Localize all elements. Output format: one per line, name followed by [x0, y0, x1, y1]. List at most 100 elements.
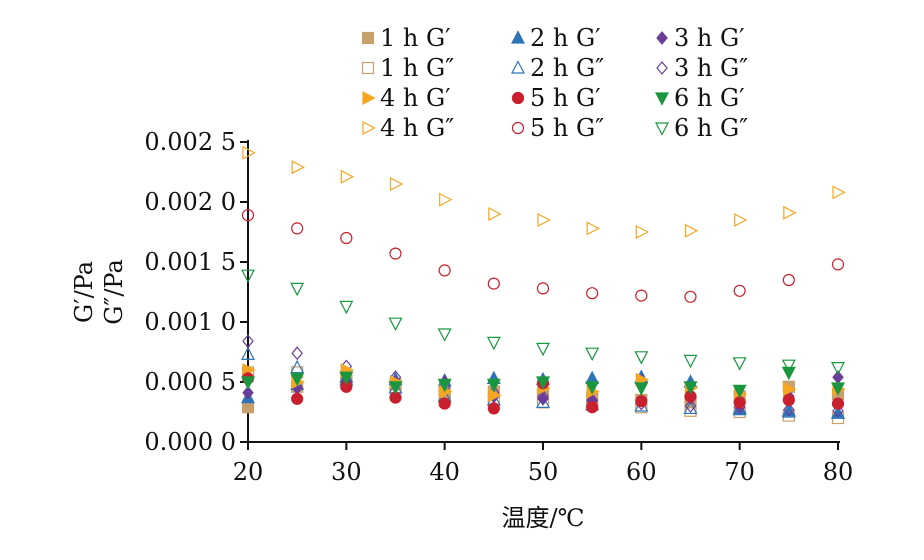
legend-label: 6 h G″ [674, 114, 748, 142]
x-tick-label: 60 [626, 458, 657, 486]
legend-marker [511, 121, 525, 135]
data-point [487, 277, 500, 290]
legend-label: 4 h G″ [380, 114, 454, 142]
data-point [536, 342, 550, 357]
legend-marker [655, 122, 669, 136]
y-axis-title-gdoubleprime: G″/Pa [100, 259, 128, 325]
data-point [438, 264, 451, 277]
y-tick-label: 0.000 5 [144, 368, 236, 396]
legend-item: 4 h G″ [362, 114, 454, 142]
y-axis-title: G′/Pa G″/Pa [70, 259, 128, 325]
y-tick-label: 0.001 0 [144, 308, 236, 336]
data-point [536, 376, 550, 390]
legend-item: 1 h G′ [361, 24, 451, 52]
data-point [242, 385, 254, 400]
data-point [241, 376, 255, 390]
legend-item: 1 h G″ [361, 54, 454, 82]
legend-label: 1 h G′ [380, 24, 451, 52]
data-point [782, 393, 795, 407]
y-tick-label: 0.001 5 [144, 248, 236, 276]
legend-marker [511, 60, 525, 74]
x-axis-title: 温度/℃ [502, 504, 585, 532]
data-point [783, 205, 797, 220]
data-point [831, 362, 845, 376]
data-point [291, 222, 304, 235]
legend-item: 6 h G′ [655, 84, 745, 112]
data-point [831, 397, 845, 410]
data-point [290, 359, 305, 374]
data-point [241, 401, 255, 414]
data-point [684, 223, 699, 238]
data-point [585, 347, 600, 361]
data-point [781, 366, 796, 381]
data-point [389, 247, 402, 260]
data-point [437, 328, 452, 342]
legend-marker [656, 61, 668, 75]
data-point [340, 169, 355, 184]
data-point [388, 317, 403, 331]
data-point [340, 231, 353, 245]
data-point [537, 391, 549, 406]
data-point [291, 160, 305, 175]
legend-label: 5 h G′ [530, 84, 601, 112]
legend-marker [511, 30, 525, 44]
data-point [438, 397, 451, 410]
legend-item: 5 h G″ [511, 114, 604, 142]
data-point [733, 284, 746, 297]
legend-marker [361, 61, 375, 75]
data-point [683, 381, 698, 395]
data-point [486, 336, 501, 351]
data-point [242, 145, 256, 160]
data-point [832, 403, 844, 418]
legend-item: 2 h G′ [511, 24, 601, 52]
x-tick-label: 80 [823, 458, 854, 486]
data-point [782, 273, 795, 287]
data-point [635, 289, 648, 302]
data-point [585, 381, 600, 395]
data-point [537, 213, 551, 227]
data-point [684, 290, 697, 303]
data-point [487, 402, 500, 415]
data-point [291, 392, 304, 405]
y-tick-label: 0.002 5 [144, 128, 236, 156]
data-point [635, 225, 650, 239]
legend-item: 3 h G″ [656, 54, 748, 82]
data-point [389, 177, 404, 191]
data-point [290, 282, 305, 297]
legend-label: 4 h G′ [380, 84, 451, 112]
y-tick-label: 0.000 0 [144, 428, 236, 456]
data-point [486, 378, 501, 393]
data-point [241, 269, 255, 283]
legend-label: 3 h G′ [674, 24, 745, 52]
legend-item: 2 h G″ [511, 54, 604, 82]
y-tick-label: 0.002 0 [144, 188, 236, 216]
data-point [242, 334, 254, 349]
legend-marker [656, 31, 668, 45]
data-point [635, 395, 648, 408]
data-point [684, 404, 697, 417]
legend-label: 6 h G′ [674, 84, 745, 112]
data-point [783, 402, 795, 417]
data-point [586, 221, 600, 236]
data-point [339, 371, 354, 385]
data-point [586, 287, 599, 300]
data-point [781, 359, 796, 373]
data-point [536, 282, 550, 295]
data-point [732, 384, 747, 399]
data-point [831, 258, 845, 271]
y-axis-title-gprime: G′/Pa [70, 261, 98, 323]
legend-marker [511, 91, 525, 105]
legend-item: 4 h G′ [362, 84, 451, 112]
x-tick-label: 40 [429, 458, 460, 486]
data-point [537, 389, 549, 404]
legend-item: 6 h G″ [655, 114, 748, 142]
data-point [437, 378, 452, 393]
legend-marker [361, 31, 375, 45]
data-point [488, 388, 502, 403]
data-point [488, 207, 502, 221]
data-point [241, 346, 255, 360]
legend-marker [362, 121, 376, 135]
legend-marker [655, 92, 669, 106]
data-point [388, 381, 403, 395]
